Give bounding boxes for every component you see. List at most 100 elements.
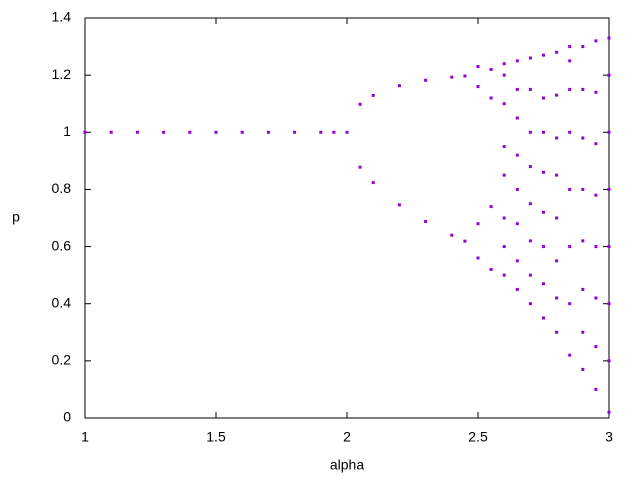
point — [214, 130, 218, 134]
point — [476, 65, 480, 69]
point — [162, 130, 166, 134]
point — [542, 53, 545, 57]
point — [515, 187, 519, 191]
point — [555, 296, 559, 300]
point — [555, 136, 559, 140]
point — [581, 87, 585, 91]
y-tick-label: 1 — [63, 123, 71, 139]
point — [502, 73, 506, 77]
point — [581, 330, 585, 334]
point — [515, 153, 519, 157]
x-tick-label: 2.5 — [468, 429, 488, 445]
point — [568, 130, 572, 134]
y-axis-label: p — [12, 209, 20, 225]
point — [502, 173, 506, 177]
point — [607, 302, 611, 306]
point — [240, 130, 244, 134]
point — [555, 259, 559, 263]
x-tick-label: 3 — [605, 429, 613, 445]
point — [528, 130, 532, 134]
point — [463, 74, 467, 78]
point — [358, 165, 362, 169]
point — [515, 222, 519, 226]
point — [542, 210, 545, 214]
point — [594, 296, 598, 300]
point — [502, 245, 506, 249]
point — [568, 302, 572, 306]
plot-frame — [84, 17, 610, 419]
point — [607, 73, 611, 77]
point — [188, 130, 192, 134]
point — [83, 130, 87, 134]
y-tick-label: 0.8 — [52, 180, 72, 196]
point — [528, 202, 532, 206]
point — [581, 136, 585, 140]
point — [528, 302, 532, 306]
point — [489, 267, 493, 271]
point — [607, 410, 611, 414]
point — [607, 245, 611, 249]
x-tick-label: 1 — [81, 429, 89, 445]
point — [502, 216, 506, 220]
point — [581, 45, 585, 49]
point — [594, 193, 598, 197]
point — [555, 93, 559, 97]
x-tick-label: 1.5 — [206, 429, 226, 445]
point — [502, 273, 506, 277]
point — [476, 256, 480, 260]
point — [568, 187, 572, 191]
point — [568, 245, 572, 249]
point — [568, 45, 572, 49]
x-axis-label: alpha — [330, 457, 364, 473]
point — [515, 259, 519, 263]
point — [555, 50, 559, 54]
point — [371, 181, 375, 185]
point — [555, 173, 559, 177]
y-tick-label: 0 — [63, 409, 71, 425]
point — [528, 273, 532, 277]
point — [568, 353, 572, 357]
point — [489, 205, 493, 209]
point — [515, 116, 519, 120]
point — [607, 187, 611, 191]
point — [528, 56, 532, 60]
point — [555, 330, 559, 334]
point — [581, 239, 585, 243]
point — [424, 78, 428, 82]
point — [594, 142, 598, 146]
y-tick-label: 1.2 — [52, 66, 72, 82]
point — [542, 316, 545, 320]
point — [502, 102, 506, 106]
point — [594, 245, 598, 249]
point — [607, 130, 611, 134]
x-tick-label: 2 — [343, 429, 351, 445]
point — [502, 62, 506, 66]
point — [293, 130, 297, 134]
point — [397, 84, 401, 88]
point — [397, 203, 401, 207]
point — [607, 36, 611, 40]
point — [515, 287, 519, 291]
point — [345, 130, 349, 134]
point — [502, 145, 506, 149]
point — [266, 130, 270, 134]
point — [450, 75, 454, 79]
point — [515, 87, 519, 91]
point — [332, 130, 336, 134]
point — [319, 130, 323, 134]
y-tick-label: 0.6 — [52, 237, 72, 253]
point — [594, 39, 598, 43]
point — [515, 59, 519, 63]
point — [476, 85, 480, 89]
point — [450, 233, 454, 237]
point — [424, 219, 428, 223]
point — [135, 130, 139, 134]
point — [528, 87, 532, 91]
point — [581, 287, 585, 291]
point — [463, 239, 467, 243]
y-tick-label: 1.4 — [52, 9, 72, 25]
point — [594, 387, 598, 391]
point — [542, 282, 545, 286]
